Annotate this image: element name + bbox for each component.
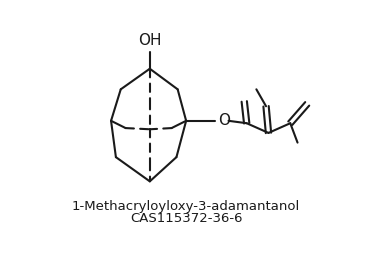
Text: CAS115372-36-6: CAS115372-36-6 (130, 212, 242, 225)
Text: OH: OH (138, 33, 162, 48)
Text: 1-Methacryloyloxy-3-adamantanol: 1-Methacryloyloxy-3-adamantanol (72, 200, 300, 213)
Text: O: O (217, 113, 229, 128)
